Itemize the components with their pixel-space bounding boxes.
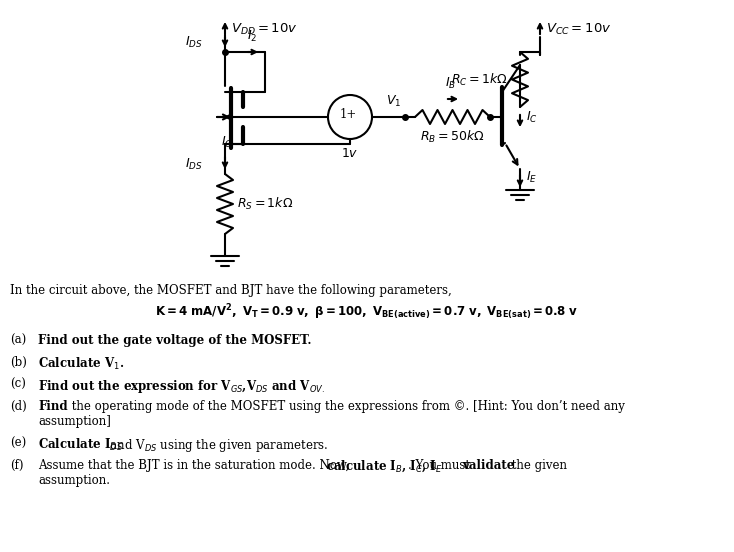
Text: Calculate I$_{DS}$: Calculate I$_{DS}$ <box>38 437 123 453</box>
Text: calculate I$_B$, I$_C$, I$_E$: calculate I$_B$, I$_C$, I$_E$ <box>326 459 443 474</box>
Text: $V_1$: $V_1$ <box>385 94 401 109</box>
Text: $I_E$: $I_E$ <box>526 169 537 184</box>
Text: Find: Find <box>38 400 68 413</box>
Text: assumption]: assumption] <box>38 415 111 428</box>
Text: (f): (f) <box>10 459 23 472</box>
Text: assumption.: assumption. <box>38 474 110 487</box>
Text: the operating mode of the MOSFET using the expressions from ©. [Hint: You don’t : the operating mode of the MOSFET using t… <box>68 400 625 413</box>
Text: $I_C$: $I_C$ <box>526 109 538 125</box>
Text: (a): (a) <box>10 334 26 347</box>
Text: and V$_{DS}$ using the given parameters.: and V$_{DS}$ using the given parameters. <box>106 437 328 454</box>
Text: In the circuit above, the MOSFET and BJT have the following parameters,: In the circuit above, the MOSFET and BJT… <box>10 284 451 297</box>
Text: $I_G$: $I_G$ <box>221 135 233 150</box>
Text: . You must: . You must <box>408 459 473 472</box>
Text: $V_{CC} = 10v$: $V_{CC} = 10v$ <box>546 22 611 36</box>
Text: (d): (d) <box>10 400 26 413</box>
Text: $R_C = 1k\Omega$: $R_C = 1k\Omega$ <box>451 72 508 88</box>
Text: $I_{DS}$: $I_{DS}$ <box>185 34 203 50</box>
Text: (e): (e) <box>10 437 26 450</box>
Text: Find out the expression for V$_{GS}$,V$_{DS}$ and V$_{OV.}$: Find out the expression for V$_{GS}$,V$_… <box>38 378 324 395</box>
Text: Assume that the BJT is in the saturation mode. Now,: Assume that the BJT is in the saturation… <box>38 459 353 472</box>
Text: $R_S = 1k\Omega$: $R_S = 1k\Omega$ <box>237 196 294 212</box>
Text: $V_{DD} = 10v$: $V_{DD} = 10v$ <box>231 22 298 36</box>
Text: (c): (c) <box>10 378 26 391</box>
Text: Find out the gate voltage of the MOSFET.: Find out the gate voltage of the MOSFET. <box>38 334 311 347</box>
Text: $I_B$: $I_B$ <box>446 76 457 91</box>
Text: 1+: 1+ <box>339 109 357 121</box>
Text: Calculate V$_1$.: Calculate V$_1$. <box>38 356 124 372</box>
Text: $R_B = 50k\Omega$: $R_B = 50k\Omega$ <box>420 129 484 145</box>
Text: the given: the given <box>508 459 567 472</box>
Text: $I_{DS}$: $I_{DS}$ <box>185 156 203 172</box>
Text: (b): (b) <box>10 356 27 369</box>
Text: $1v$: $1v$ <box>341 147 359 160</box>
Text: $I_2$: $I_2$ <box>247 29 258 44</box>
Text: $\mathbf{K = 4\ mA/V^2,\ V_T = 0.9\ v,\ \beta = 100,\ V_{BE(active)} = 0.7\ v,\ : $\mathbf{K = 4\ mA/V^2,\ V_T = 0.9\ v,\ … <box>156 302 578 322</box>
Text: validate: validate <box>462 459 515 472</box>
